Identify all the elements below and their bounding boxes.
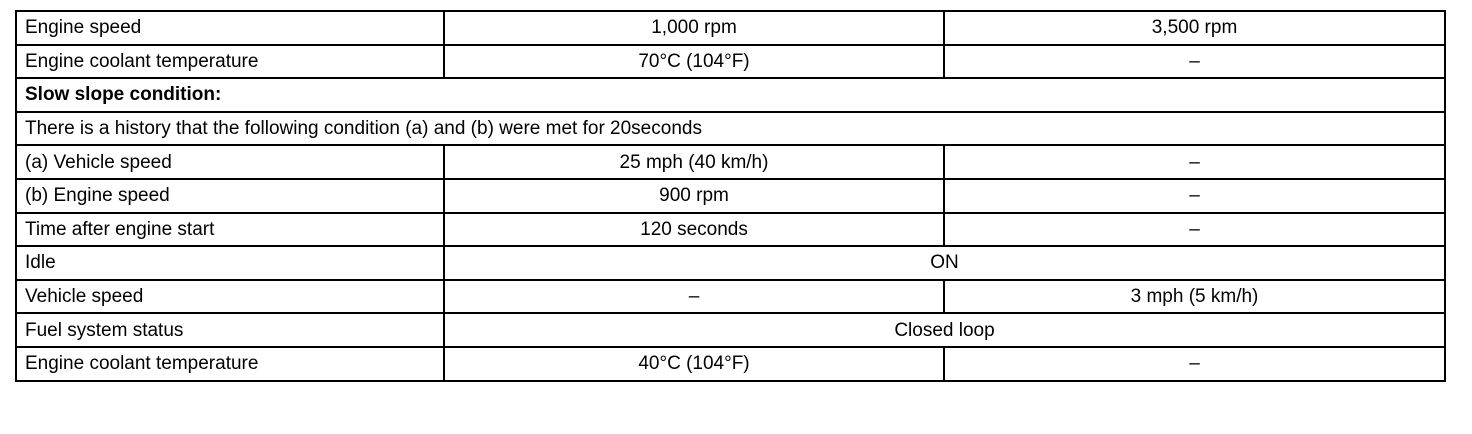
value-cell: – (943, 345, 1446, 382)
condition-note: There is a history that the following co… (15, 110, 1446, 147)
table-row: Engine speed 1,000 rpm 3,500 rpm (15, 10, 1446, 46)
value-cell: – (943, 43, 1446, 80)
value-cell: – (943, 177, 1446, 214)
row-label: Engine coolant temperature (15, 345, 445, 382)
table-row: There is a history that the following co… (15, 110, 1446, 147)
value-cell: 3,500 rpm (943, 10, 1446, 46)
table-row: Time after engine start 120 seconds – (15, 211, 1446, 248)
table-row: Slow slope condition: (15, 77, 1446, 113)
table-row: (b) Engine speed 900 rpm – (15, 177, 1446, 214)
merged-value-cell: ON (443, 245, 1446, 281)
row-label: (b) Engine speed (15, 177, 445, 214)
table-row: Engine coolant temperature 40°C (104°F) … (15, 345, 1446, 382)
condition-table: Engine speed 1,000 rpm 3,500 rpm Engine … (15, 10, 1446, 382)
value-cell: 900 rpm (443, 177, 945, 214)
section-heading: Slow slope condition: (15, 77, 1446, 113)
value-cell: – (443, 278, 945, 315)
table-row: (a) Vehicle speed 25 mph (40 km/h) – (15, 144, 1446, 180)
value-cell: 3 mph (5 km/h) (943, 278, 1446, 315)
table-row: Idle ON (15, 245, 1446, 281)
row-label: Engine coolant temperature (15, 43, 445, 80)
row-label: (a) Vehicle speed (15, 144, 445, 180)
value-cell: – (943, 211, 1446, 248)
table-row: Fuel system status Closed loop (15, 312, 1446, 348)
row-label: Time after engine start (15, 211, 445, 248)
table-row: Engine coolant temperature 70°C (104°F) … (15, 43, 1446, 80)
value-cell: 1,000 rpm (443, 10, 945, 46)
row-label: Idle (15, 245, 445, 281)
value-cell: 25 mph (40 km/h) (443, 144, 945, 180)
row-label: Fuel system status (15, 312, 445, 348)
value-cell: 70°C (104°F) (443, 43, 945, 80)
row-label: Vehicle speed (15, 278, 445, 315)
table-row: Vehicle speed – 3 mph (5 km/h) (15, 278, 1446, 315)
value-cell: 120 seconds (443, 211, 945, 248)
row-label: Engine speed (15, 10, 445, 46)
value-cell: – (943, 144, 1446, 180)
value-cell: 40°C (104°F) (443, 345, 945, 382)
merged-value-cell: Closed loop (443, 312, 1446, 348)
